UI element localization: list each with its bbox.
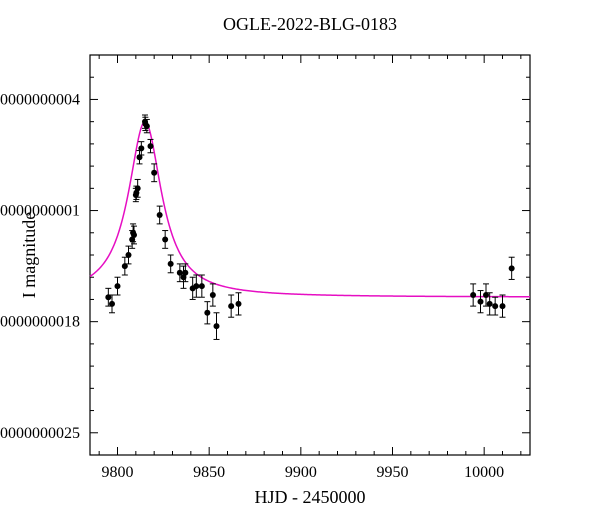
data-point xyxy=(228,303,234,309)
x-tick-label: 10000 xyxy=(464,464,504,481)
data-point xyxy=(109,301,115,307)
data-point xyxy=(199,283,205,289)
data-point xyxy=(162,236,168,242)
x-axis-label: HJD - 2450000 xyxy=(255,487,366,507)
data-point xyxy=(214,323,220,329)
data-point xyxy=(470,292,476,298)
data-point xyxy=(182,270,188,276)
x-tick-label: 9850 xyxy=(193,464,225,481)
y-tick-label: 19.000000000000018 xyxy=(0,314,80,331)
data-point xyxy=(168,261,174,267)
data-point xyxy=(138,145,144,151)
y-tick-label: 19.500000000000025 xyxy=(0,425,80,442)
data-point xyxy=(500,303,506,309)
data-point xyxy=(157,212,163,218)
data-point xyxy=(151,170,157,176)
data-point xyxy=(135,185,141,191)
y-axis-label: I magnitude xyxy=(19,212,39,298)
data-point xyxy=(148,143,154,149)
data-point xyxy=(487,301,493,307)
x-tick-label: 9950 xyxy=(377,464,409,481)
chart-title: OGLE-2022-BLG-0183 xyxy=(223,14,397,34)
chart-svg: OGLE-2022-BLG-0183 9800 9850 9900 9950 10000 1… xyxy=(0,0,600,512)
y-tick-label: 18.000000000000004 xyxy=(0,91,80,108)
data-point xyxy=(509,265,515,271)
data-point xyxy=(126,252,132,258)
data-point xyxy=(115,283,121,289)
data-point xyxy=(478,299,484,305)
data-point xyxy=(492,303,498,309)
data-point xyxy=(131,232,137,238)
x-tick-label: 9800 xyxy=(102,464,134,481)
data-point xyxy=(236,301,242,307)
data-point xyxy=(204,310,210,316)
y-tick-label: 18.50000000000001 xyxy=(0,203,80,220)
data-point xyxy=(144,123,150,129)
data-point xyxy=(193,283,199,289)
x-tick-label: 9900 xyxy=(285,464,317,481)
lightcurve-chart: OGLE-2022-BLG-0183 9800 9850 9900 9950 10000 1… xyxy=(0,0,600,512)
data-point xyxy=(210,292,216,298)
